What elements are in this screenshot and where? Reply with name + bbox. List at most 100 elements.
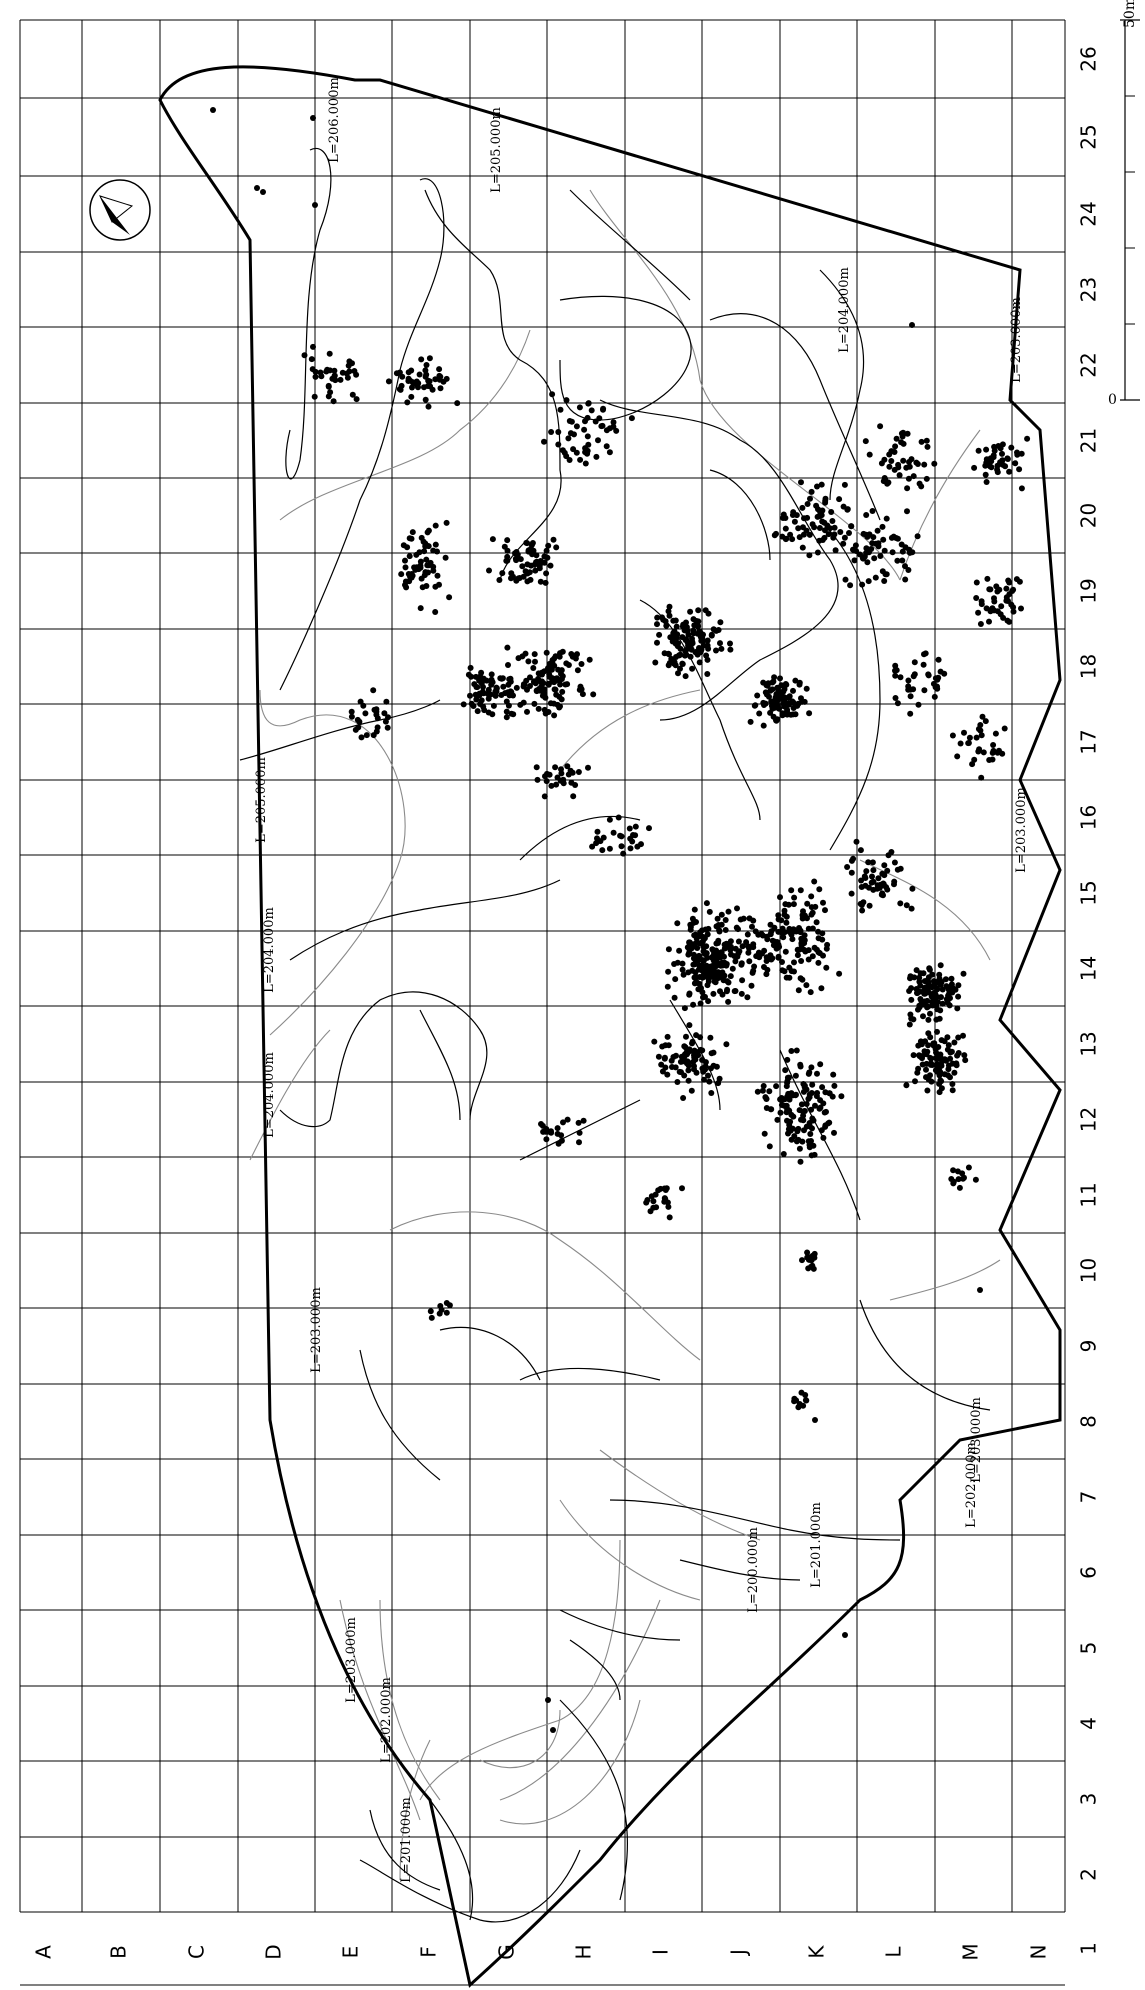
artifact-dot <box>869 873 875 880</box>
artifact-dot <box>690 955 697 962</box>
column-label: A <box>32 1945 56 1959</box>
artifact-dot <box>775 687 782 694</box>
artifact-dot <box>918 483 925 490</box>
artifact-dot <box>654 614 661 621</box>
artifact-dot <box>769 705 776 712</box>
artifact-dot <box>763 1105 770 1111</box>
row-label: 8 <box>1077 1415 1101 1428</box>
artifact-dot <box>535 670 542 677</box>
artifact-dot <box>780 515 787 521</box>
artifact-dot <box>699 1057 706 1063</box>
artifact-dot <box>700 642 707 649</box>
artifact-dot <box>496 577 503 583</box>
artifact-dot <box>568 651 575 657</box>
artifact-dot <box>756 710 763 717</box>
row-label: 6 <box>1077 1566 1101 1579</box>
artifact-dot <box>576 1129 583 1136</box>
artifact-dot <box>701 970 708 977</box>
artifact-dot <box>801 1108 808 1115</box>
artifact-dot <box>925 672 932 679</box>
artifact-dot <box>517 556 524 563</box>
artifact-dot <box>921 1048 928 1055</box>
artifact-dot <box>672 640 679 647</box>
artifact-dot <box>822 907 828 914</box>
artifact-dot <box>686 940 693 947</box>
artifact-dot <box>502 690 509 697</box>
artifact-dot <box>803 1101 810 1107</box>
artifact-dot <box>870 867 877 874</box>
artifact-dot <box>423 371 430 378</box>
artifact-dot <box>793 1091 799 1098</box>
artifact-dot <box>664 1071 671 1078</box>
artifact-dot <box>690 1001 697 1008</box>
artifact-dot <box>707 1034 714 1041</box>
artifact-dot <box>881 456 888 463</box>
artifact-dot <box>579 691 586 698</box>
column-label: H <box>572 1944 596 1959</box>
artifact-dot <box>800 908 806 915</box>
artifact-dot <box>503 708 510 715</box>
artifact-dot <box>894 866 901 873</box>
artifact-dot <box>983 446 990 453</box>
artifact-dot <box>325 382 332 389</box>
artifact-dot <box>805 925 812 932</box>
artifact-dot <box>934 1055 941 1062</box>
artifact-dot <box>779 710 786 717</box>
artifact-dot <box>987 463 994 470</box>
artifact-dot <box>432 522 439 529</box>
artifact-dot <box>422 569 429 576</box>
artifact-dot <box>949 1060 956 1067</box>
artifact-dot <box>683 651 690 658</box>
artifact-dot <box>982 718 989 725</box>
artifact-dot <box>425 377 432 384</box>
artifact-dot <box>767 687 774 694</box>
artifact-dot <box>955 982 962 989</box>
row-label: 25 <box>1077 124 1101 149</box>
artifact-dot <box>935 674 942 681</box>
artifact-dot <box>819 1084 826 1091</box>
artifact-dot <box>681 1005 688 1012</box>
artifact-dot <box>977 1287 983 1293</box>
artifact-dot <box>543 547 550 554</box>
artifact-dot <box>891 466 898 473</box>
artifact-dot <box>748 982 755 989</box>
artifact-dot <box>571 431 577 438</box>
artifact-dot <box>954 1005 961 1012</box>
artifact-dot <box>924 443 931 450</box>
artifact-dot <box>594 828 601 835</box>
artifact-dot <box>1006 579 1013 586</box>
artifact-dot <box>480 684 486 690</box>
artifact-dot <box>409 529 416 536</box>
artifact-dot <box>1014 449 1020 456</box>
artifact-dot <box>702 943 709 950</box>
artifact-dot <box>803 1123 810 1130</box>
contour-label: L=202.000m <box>379 1677 394 1763</box>
artifact-dot <box>798 942 805 949</box>
artifact-dot <box>937 1051 944 1058</box>
contour-label: L=201.000m <box>399 1797 414 1883</box>
artifact-dot <box>660 616 667 623</box>
artifact-dot <box>925 980 932 987</box>
artifact-dot <box>960 970 967 977</box>
artifact-dot <box>520 573 527 580</box>
artifact-dot <box>823 945 830 952</box>
artifact-dot <box>718 949 725 956</box>
artifact-dot <box>986 586 993 593</box>
artifact-dot <box>691 1054 698 1061</box>
artifact-dot <box>666 612 673 619</box>
column-label: F <box>417 1946 441 1958</box>
contour-label: L=203.000m <box>309 1287 324 1373</box>
artifact-dot <box>907 686 914 693</box>
artifact-dot <box>725 998 732 1005</box>
row-label: 18 <box>1077 654 1101 679</box>
artifact-dot <box>928 1055 934 1062</box>
artifact-dot <box>948 975 955 982</box>
artifact-dot <box>545 542 552 549</box>
scale-label: 50m <box>1122 0 1138 28</box>
artifact-dot <box>666 603 673 610</box>
artifact-dot <box>732 958 739 965</box>
artifact-dot <box>786 701 793 708</box>
artifact-dot <box>945 986 952 993</box>
artifact-dot <box>804 501 811 507</box>
grid-lines <box>19 19 1066 1986</box>
